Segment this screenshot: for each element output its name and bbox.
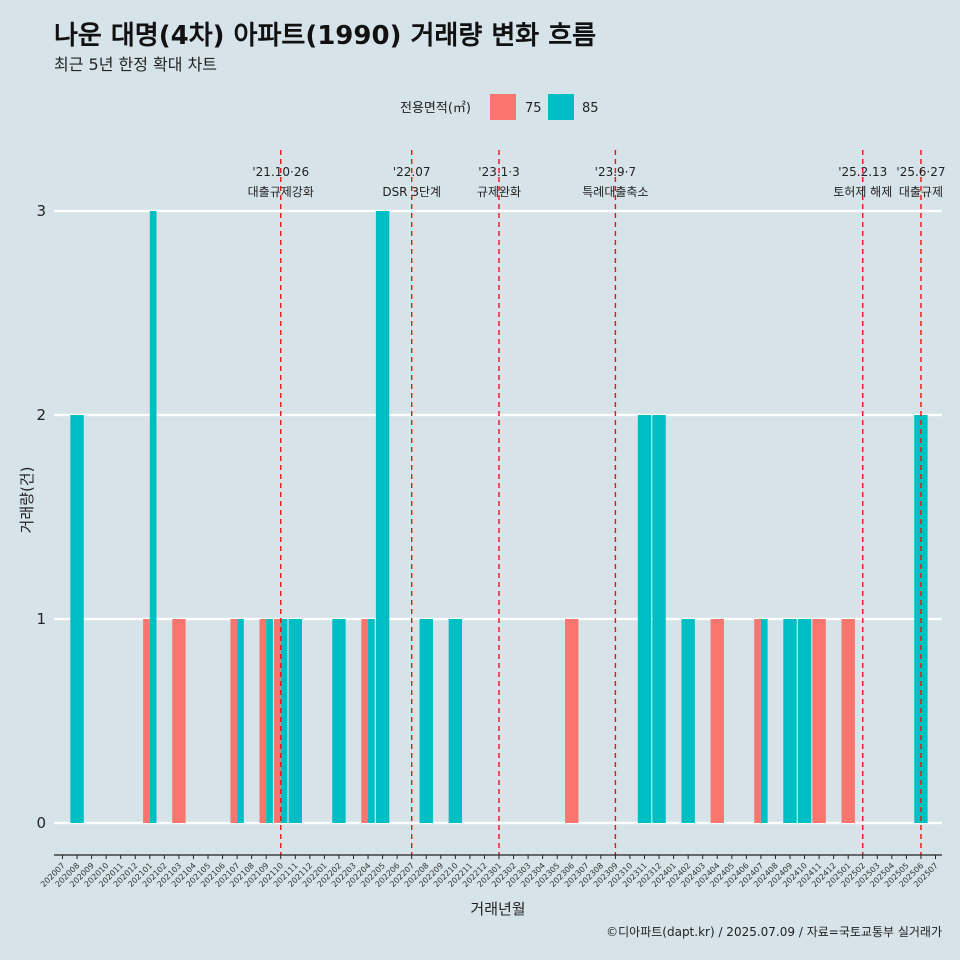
event-desc-label: 대출규제강화 <box>248 185 314 199</box>
chart-caption: ©디아파트(dapt.kr) / 2025.07.09 / 자료=국토교통부 실… <box>606 925 942 939</box>
bar-85-202109 <box>266 619 273 823</box>
bar-75-202404 <box>710 619 724 823</box>
bar-85-202409 <box>783 619 797 823</box>
legend-title: 전용면적(㎡) <box>400 101 471 116</box>
event-date-label: '25.6·27 <box>896 165 945 179</box>
bar-75-202103 <box>172 619 186 823</box>
event-desc-label: DSR 3단계 <box>382 185 441 199</box>
bar-75-202109 <box>259 619 267 823</box>
bar-85-202210 <box>448 619 463 823</box>
bar-75-202204 <box>361 619 369 823</box>
bar-75-202107 <box>230 619 238 823</box>
legend-label-85: 85 <box>582 101 599 116</box>
chart-subtitle: 최근 5년 한정 확대 차트 <box>54 55 217 74</box>
legend: 전용면적(㎡) 75 85 <box>400 94 599 120</box>
event-desc-label: 규제완화 <box>477 185 521 199</box>
bar-75-202411 <box>812 619 826 823</box>
bar-85-202110 <box>280 619 288 823</box>
event-markers: '21.10·26 대출규제강화 '22.07 DSR 3단계 '23.1·3 규제완화 '… <box>248 150 946 855</box>
event-desc-label: 대출규제 <box>899 185 943 199</box>
chart-title: 나운 대명(4차) 아파트(1990) 거래량 변화 흐름 <box>54 21 596 51</box>
bar-75-202101 <box>143 619 150 823</box>
event-desc-label: 특례대출축소 <box>582 185 648 199</box>
bar-85-202204 <box>368 619 375 823</box>
y-tick-label: 0 <box>36 814 46 832</box>
bar-85-202410 <box>797 619 812 823</box>
bar-75-202501 <box>841 619 855 823</box>
bar-85-202402 <box>681 619 695 823</box>
bar-75-202407 <box>754 619 761 823</box>
bar-85-202111 <box>288 619 302 823</box>
bar-75-202110 <box>274 619 281 823</box>
bar-85-202008 <box>70 415 84 823</box>
bar-85-202101 <box>149 211 157 823</box>
event-desc-label: 토허제 해제 <box>833 185 892 199</box>
bar-85-202407 <box>760 619 768 823</box>
legend-label-75: 75 <box>525 101 542 116</box>
bar-85-202311 <box>637 415 652 823</box>
bar-85-202312 <box>652 415 666 823</box>
legend-swatch-75 <box>490 94 516 120</box>
event-date-label: '22.07 <box>393 165 431 179</box>
y-tick-label: 2 <box>36 406 46 424</box>
x-axis-label: 거래년월 <box>470 900 525 918</box>
event-date-label: '25.2.13 <box>838 165 887 179</box>
event-date-label: '23.1·3 <box>478 165 519 179</box>
bar-85-202107 <box>237 619 244 823</box>
y-tick-label: 3 <box>36 202 46 220</box>
event-date-label: '21.10·26 <box>252 165 309 179</box>
bar-85-202205 <box>375 211 390 823</box>
bar-75-202306 <box>565 619 579 823</box>
y-axis-ticks: 0 1 2 3 <box>36 202 46 832</box>
bar-85-202208 <box>419 619 433 823</box>
y-tick-label: 1 <box>36 610 46 628</box>
bars <box>70 211 928 823</box>
event-date-label: '23.9·7 <box>595 165 636 179</box>
legend-swatch-85 <box>548 94 574 120</box>
y-axis-label: 거래량(건) <box>18 467 36 534</box>
bar-85-202202 <box>332 619 346 823</box>
